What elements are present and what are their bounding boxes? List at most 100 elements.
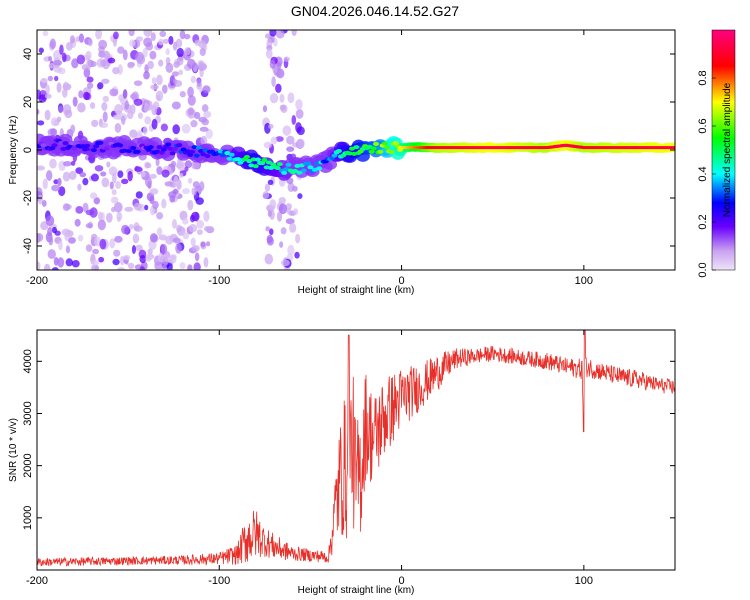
noise-speckle — [37, 261, 41, 270]
noise-speckle — [142, 47, 148, 58]
noise-speckle — [114, 104, 123, 115]
noise-speckle — [166, 262, 173, 270]
noise-speckle — [109, 88, 119, 97]
ridge-point — [377, 149, 384, 154]
noise-speckle — [191, 187, 197, 196]
noise-speckle — [172, 71, 179, 77]
noise-speckle — [276, 211, 283, 222]
snr-x-tick-label: -100 — [208, 575, 230, 587]
spectrogram-x-tick-label: 100 — [575, 275, 593, 287]
noise-speckle — [134, 166, 143, 172]
noise-speckle — [155, 90, 164, 102]
noise-speckle — [269, 199, 277, 210]
noise-speckle — [38, 47, 44, 54]
noise-speckle — [149, 50, 157, 60]
noise-speckle — [86, 76, 94, 83]
ridge-point — [392, 141, 399, 146]
noise-speckle — [152, 200, 159, 210]
snr-x-tick-label: -200 — [26, 575, 48, 587]
noise-speckle — [158, 59, 164, 67]
noise-speckle — [279, 93, 285, 103]
spectrogram-y-tick-label: 20 — [22, 96, 34, 108]
spectrogram-y-tick-label: 40 — [22, 48, 34, 60]
colorbar-tick-label: 0.2 — [697, 214, 709, 229]
noise-speckle — [111, 189, 117, 196]
noise-speckle — [269, 60, 276, 69]
ridge-point — [381, 141, 388, 146]
noise-speckle — [172, 41, 178, 51]
noise-speckle — [291, 114, 297, 125]
noise-speckle — [266, 234, 273, 244]
ridge-point — [176, 143, 183, 148]
noise-speckle — [117, 266, 126, 270]
noise-speckle — [187, 86, 194, 98]
noise-speckle — [293, 208, 299, 216]
noise-speckle — [144, 176, 152, 188]
ridge-point — [316, 166, 323, 171]
ridge-point — [193, 153, 200, 158]
noise-speckle — [97, 82, 104, 90]
ridge-point — [669, 146, 675, 150]
ridge-point — [346, 151, 353, 156]
noise-speckle — [91, 119, 99, 128]
noise-speckle — [42, 178, 48, 190]
noise-speckle — [167, 255, 177, 264]
snr-y-tick-label: 3000 — [22, 401, 34, 425]
ridge-point — [180, 147, 187, 152]
noise-speckle — [87, 38, 93, 47]
snr-y-tick-label: 1000 — [22, 506, 34, 530]
noise-speckle — [264, 33, 272, 39]
noise-speckle — [297, 193, 303, 200]
ridge-point — [331, 153, 338, 158]
noise-speckle — [139, 266, 145, 270]
noise-speckle — [135, 191, 143, 199]
ridge-point — [370, 146, 377, 151]
noise-speckle — [53, 59, 63, 66]
ridge-point — [167, 146, 174, 151]
noise-speckle — [205, 128, 213, 139]
noise-speckle — [171, 101, 181, 110]
noise-speckle — [267, 210, 272, 218]
noise-speckle — [130, 104, 136, 115]
noise-speckle — [179, 90, 186, 98]
ridge-point — [368, 149, 375, 154]
noise-speckle — [93, 197, 101, 205]
ridge-point — [134, 149, 141, 154]
ridge-point — [204, 154, 211, 159]
ridge-point — [187, 152, 194, 157]
noise-speckle — [269, 30, 277, 37]
colorbar: 0.0 0.2 0.4 0.6 0.8 Normalized spectral ampl… — [697, 29, 736, 278]
noise-speckle — [196, 78, 202, 87]
noise-speckle — [77, 102, 86, 113]
ridge-point — [156, 145, 163, 150]
noise-speckle — [187, 199, 194, 211]
noise-speckle — [264, 183, 271, 192]
noise-speckle — [42, 199, 47, 207]
noise-speckle — [133, 225, 143, 232]
ridge-point — [40, 143, 47, 148]
noise-speckle — [101, 177, 110, 188]
noise-speckle — [173, 61, 180, 68]
noise-speckle — [156, 74, 163, 86]
noise-speckle — [165, 48, 170, 56]
noise-speckle — [124, 100, 130, 110]
noise-speckle — [151, 118, 158, 130]
ridge-point — [147, 145, 154, 150]
noise-speckle — [97, 219, 106, 231]
noise-speckle — [51, 184, 61, 192]
noise-speckle — [184, 160, 192, 169]
noise-speckle — [144, 116, 152, 125]
noise-speckle — [171, 219, 178, 229]
noise-speckle — [85, 244, 93, 252]
noise-speckle — [112, 172, 117, 184]
noise-speckle — [279, 104, 286, 111]
noise-speckle — [286, 135, 295, 145]
noise-speckle — [68, 170, 77, 180]
noise-speckle — [142, 126, 148, 136]
noise-speckle — [172, 124, 180, 135]
noise-speckle — [149, 195, 155, 205]
noise-speckle — [109, 238, 116, 249]
noise-speckle — [149, 233, 158, 243]
noise-speckle — [44, 93, 52, 99]
